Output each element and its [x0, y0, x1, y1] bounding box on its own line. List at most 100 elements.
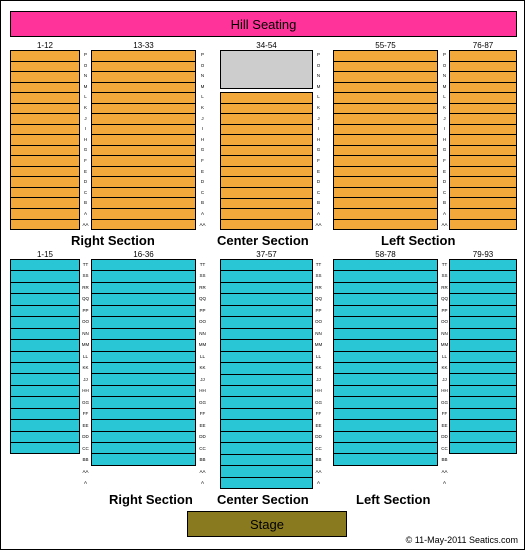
- seat-row[interactable]: [220, 188, 313, 199]
- seat-row[interactable]: [449, 156, 517, 167]
- seat-row[interactable]: [91, 104, 196, 115]
- seat-row[interactable]: [333, 188, 438, 199]
- seat-row[interactable]: [91, 363, 196, 374]
- seat-row[interactable]: [91, 271, 196, 282]
- seat-row[interactable]: [220, 478, 313, 489]
- seat-row[interactable]: [220, 220, 313, 231]
- seat-row[interactable]: [91, 259, 196, 271]
- seat-row[interactable]: [333, 271, 438, 282]
- seat-row[interactable]: [220, 199, 313, 210]
- seat-row[interactable]: [449, 62, 517, 73]
- seat-row[interactable]: [10, 62, 80, 73]
- seat-row[interactable]: [91, 352, 196, 363]
- seat-row[interactable]: [333, 432, 438, 443]
- seat-row[interactable]: [333, 93, 438, 104]
- seat-row[interactable]: [10, 420, 80, 431]
- seat-row[interactable]: [220, 317, 313, 328]
- seat-row[interactable]: [10, 283, 80, 294]
- seat-row[interactable]: [449, 83, 517, 94]
- seat-row[interactable]: [333, 114, 438, 125]
- seat-row[interactable]: [449, 443, 517, 454]
- seat-row[interactable]: [91, 340, 196, 351]
- seat-row[interactable]: [449, 72, 517, 83]
- seat-row[interactable]: [220, 146, 313, 157]
- seat-row[interactable]: [333, 259, 438, 271]
- seat-row[interactable]: [449, 188, 517, 199]
- seat-row[interactable]: [10, 294, 80, 305]
- seat-row[interactable]: [91, 409, 196, 420]
- seat-row[interactable]: [449, 294, 517, 305]
- seat-row[interactable]: [220, 104, 313, 115]
- seat-row[interactable]: [333, 397, 438, 408]
- seat-row[interactable]: [91, 93, 196, 104]
- seat-row[interactable]: [333, 83, 438, 94]
- seat-row[interactable]: [449, 420, 517, 431]
- seat-row[interactable]: [333, 283, 438, 294]
- seat-row[interactable]: [333, 317, 438, 328]
- seat-row[interactable]: [91, 306, 196, 317]
- seat-row[interactable]: [10, 220, 80, 231]
- seat-row[interactable]: [91, 317, 196, 328]
- seat-row[interactable]: [10, 104, 80, 115]
- seat-row[interactable]: [449, 177, 517, 188]
- seat-row[interactable]: [91, 188, 196, 199]
- seat-row[interactable]: [220, 135, 313, 146]
- seat-row[interactable]: [333, 167, 438, 178]
- seat-row[interactable]: [10, 374, 80, 385]
- seat-row[interactable]: [10, 135, 80, 146]
- seat-row[interactable]: [333, 146, 438, 157]
- seat-row[interactable]: [91, 167, 196, 178]
- seat-row[interactable]: [10, 432, 80, 443]
- seat-row[interactable]: [220, 386, 313, 397]
- seat-row[interactable]: [449, 146, 517, 157]
- seat-row[interactable]: [333, 363, 438, 374]
- seat-row[interactable]: [449, 167, 517, 178]
- seat-row[interactable]: [91, 220, 196, 231]
- section-lower-2[interactable]: 37-57: [220, 251, 313, 489]
- seat-row[interactable]: [333, 454, 438, 465]
- seat-row[interactable]: [91, 386, 196, 397]
- seat-row[interactable]: [449, 432, 517, 443]
- seat-row[interactable]: [91, 198, 196, 209]
- seat-row[interactable]: [91, 177, 196, 188]
- seat-row[interactable]: [10, 443, 80, 454]
- seat-row[interactable]: [10, 209, 80, 220]
- seat-row[interactable]: [10, 72, 80, 83]
- seat-row[interactable]: [333, 50, 438, 62]
- seat-row[interactable]: [449, 209, 517, 220]
- seat-row[interactable]: [10, 352, 80, 363]
- seat-row[interactable]: [91, 329, 196, 340]
- seat-row[interactable]: [10, 340, 80, 351]
- seat-row[interactable]: [449, 397, 517, 408]
- seat-row[interactable]: [220, 114, 313, 125]
- seat-row[interactable]: [220, 167, 313, 178]
- seat-row[interactable]: [10, 409, 80, 420]
- section-lower-1[interactable]: 16-36: [91, 251, 196, 489]
- seat-row[interactable]: [220, 294, 313, 305]
- seat-row[interactable]: [333, 177, 438, 188]
- seat-row[interactable]: [10, 397, 80, 408]
- section-upper-3[interactable]: 55-75: [333, 42, 438, 230]
- seat-row[interactable]: [333, 306, 438, 317]
- seat-row[interactable]: [91, 83, 196, 94]
- seat-row[interactable]: [10, 271, 80, 282]
- section-upper-1[interactable]: 13-33: [91, 42, 196, 230]
- seat-row[interactable]: [220, 125, 313, 136]
- seat-row[interactable]: [333, 125, 438, 136]
- seat-row[interactable]: [91, 146, 196, 157]
- seat-row[interactable]: [333, 220, 438, 231]
- seat-row[interactable]: [449, 104, 517, 115]
- seat-row[interactable]: [333, 329, 438, 340]
- seat-row[interactable]: [220, 432, 313, 443]
- seat-row[interactable]: [220, 329, 313, 340]
- seat-row[interactable]: [449, 220, 517, 231]
- seat-row[interactable]: [10, 317, 80, 328]
- seat-row[interactable]: [333, 443, 438, 454]
- seat-row[interactable]: [449, 259, 517, 271]
- seat-row[interactable]: [91, 62, 196, 73]
- seat-row[interactable]: [91, 294, 196, 305]
- seat-row[interactable]: [91, 209, 196, 220]
- seat-row[interactable]: [220, 375, 313, 386]
- seat-row[interactable]: [91, 397, 196, 408]
- seat-row[interactable]: [449, 271, 517, 282]
